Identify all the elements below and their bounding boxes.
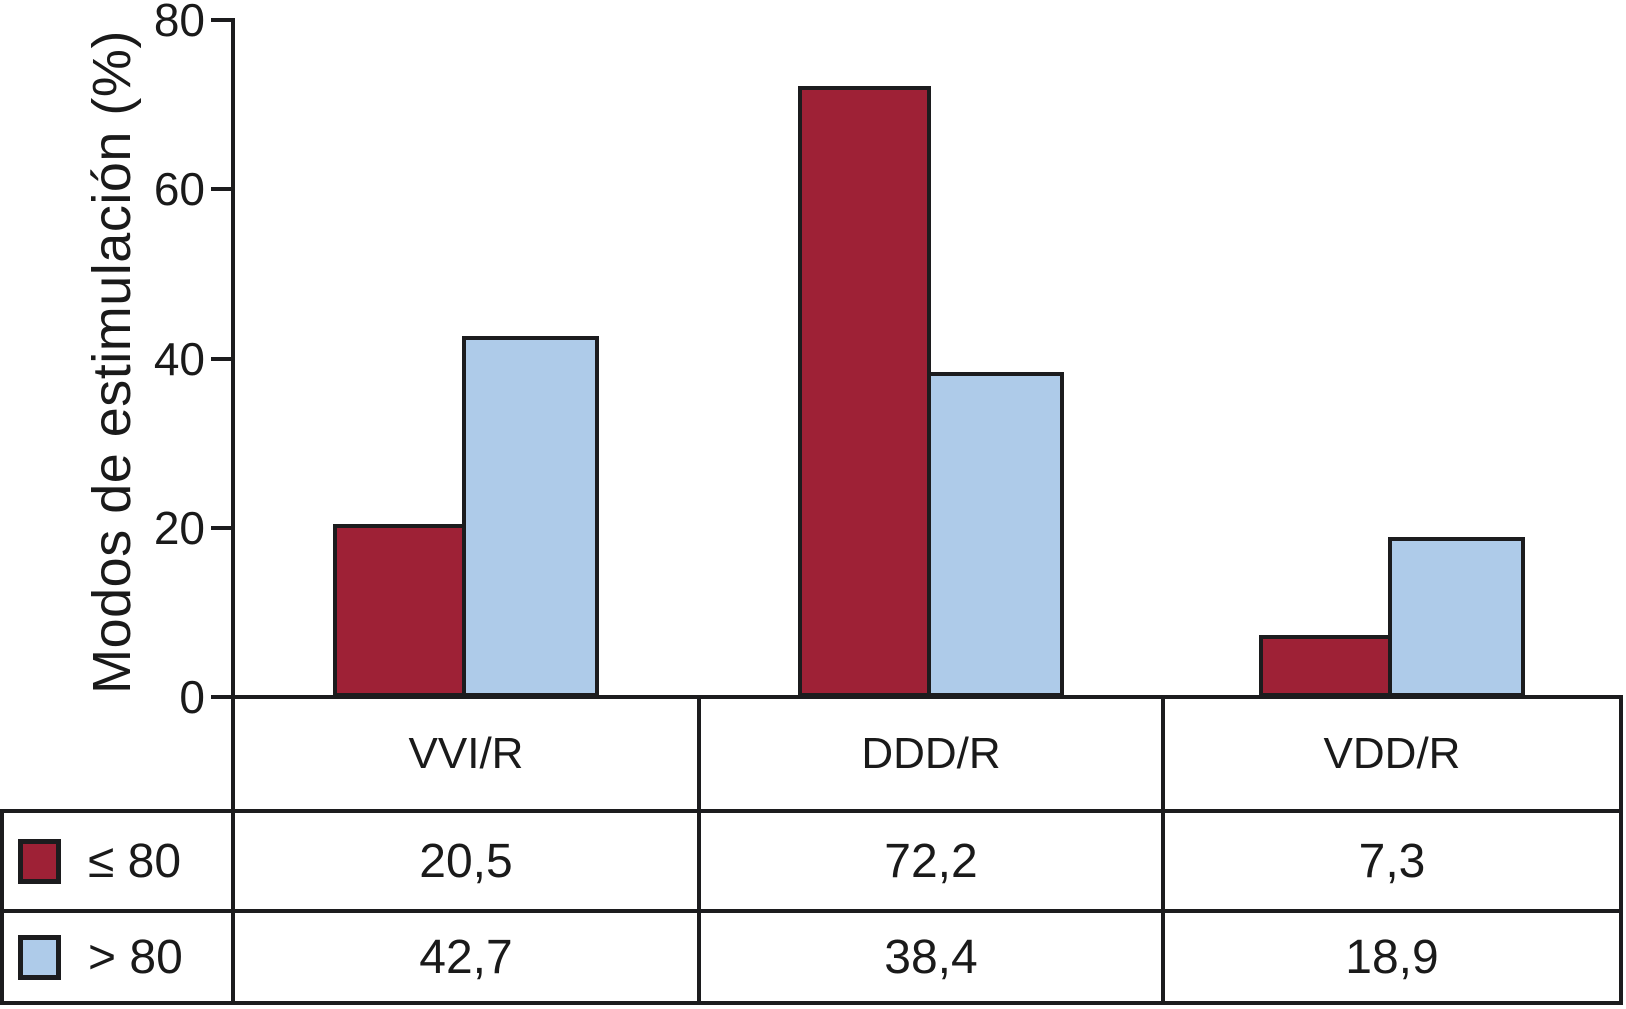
- legend-row-series1: ≤ 80: [10, 811, 229, 911]
- legend-swatch-series2: [18, 934, 61, 980]
- category-label-VDD/R: VDD/R: [1323, 729, 1461, 778]
- x-axis-baseline: [231, 695, 1623, 699]
- value-cell-DDD/R-series1: 72,2: [884, 834, 978, 888]
- bar-series1-VDD/R: [1259, 635, 1392, 697]
- legend-label-series2: > 80: [88, 930, 183, 984]
- legend-swatch-series1: [18, 838, 61, 884]
- y-tick-mark: [211, 187, 231, 191]
- y-tick-mark: [211, 526, 231, 530]
- legend-label-series1: ≤ 80: [88, 834, 182, 888]
- value-cell-VDD/R-series1: 7,3: [1358, 834, 1426, 888]
- y-tick-label: 80: [153, 0, 205, 46]
- y-tick-label: 20: [153, 502, 205, 554]
- bar-series2-VVI/R: [462, 336, 599, 697]
- table-line-bottom: [0, 1001, 1623, 1005]
- y-tick-mark: [211, 695, 231, 699]
- value-cell-DDD/R-series2: 38,4: [884, 930, 978, 984]
- value-cell-VDD/R-series2: 18,9: [1345, 930, 1439, 984]
- y-tick-label: 60: [153, 163, 205, 215]
- table-border-right: [1619, 697, 1623, 1003]
- bar-series1-VVI/R: [333, 524, 466, 697]
- value-cell-VVI/R-series1: 20,5: [419, 834, 513, 888]
- table-divider-v2: [1161, 697, 1165, 1003]
- category-label-DDD/R: DDD/R: [861, 729, 1001, 778]
- table-line-h2: [0, 909, 1623, 913]
- table-divider-v1: [697, 697, 701, 1003]
- y-tick-label: 40: [153, 333, 205, 385]
- table-border-left: [0, 811, 4, 1003]
- bar-series1-DDD/R: [798, 86, 931, 697]
- y-tick-label: 0: [179, 671, 205, 723]
- y-tick-mark: [211, 357, 231, 361]
- y-tick-mark: [211, 18, 231, 22]
- category-label-VVI/R: VVI/R: [408, 729, 524, 778]
- bar-series2-DDD/R: [927, 372, 1064, 697]
- bar-series2-VDD/R: [1388, 537, 1525, 697]
- table-line-h1: [0, 809, 1623, 813]
- y-axis-line: [231, 18, 235, 1005]
- value-cell-VVI/R-series2: 42,7: [419, 930, 513, 984]
- legend-row-series2: > 80: [10, 911, 229, 1003]
